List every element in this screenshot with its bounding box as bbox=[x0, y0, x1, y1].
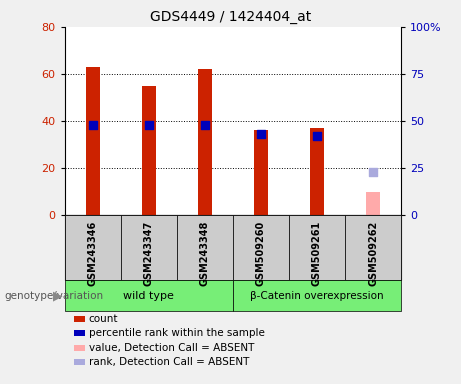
Text: GSM509260: GSM509260 bbox=[256, 220, 266, 286]
Bar bbox=[142, 86, 156, 215]
Point bbox=[201, 122, 208, 128]
Text: GSM243346: GSM243346 bbox=[88, 220, 98, 286]
Text: GDS4449 / 1424404_at: GDS4449 / 1424404_at bbox=[150, 10, 311, 23]
Text: β-Catenin overexpression: β-Catenin overexpression bbox=[250, 291, 384, 301]
Text: GSM509262: GSM509262 bbox=[368, 220, 378, 286]
Bar bbox=[254, 131, 268, 215]
Text: percentile rank within the sample: percentile rank within the sample bbox=[89, 328, 265, 338]
Point bbox=[369, 169, 377, 175]
Text: ▶: ▶ bbox=[53, 289, 62, 302]
Text: GSM243347: GSM243347 bbox=[144, 220, 154, 286]
Text: GSM509261: GSM509261 bbox=[312, 220, 322, 286]
Text: genotype/variation: genotype/variation bbox=[5, 291, 104, 301]
Text: GSM243348: GSM243348 bbox=[200, 220, 210, 286]
Text: wild type: wild type bbox=[123, 291, 174, 301]
Text: rank, Detection Call = ABSENT: rank, Detection Call = ABSENT bbox=[89, 357, 249, 367]
Bar bbox=[310, 128, 324, 215]
Bar bbox=[86, 67, 100, 215]
Point bbox=[89, 122, 96, 128]
Point bbox=[257, 131, 265, 137]
Text: count: count bbox=[89, 314, 118, 324]
Bar bbox=[198, 69, 212, 215]
Bar bbox=[366, 192, 380, 215]
Text: value, Detection Call = ABSENT: value, Detection Call = ABSENT bbox=[89, 343, 254, 353]
Point bbox=[313, 133, 321, 139]
Point bbox=[145, 122, 152, 128]
